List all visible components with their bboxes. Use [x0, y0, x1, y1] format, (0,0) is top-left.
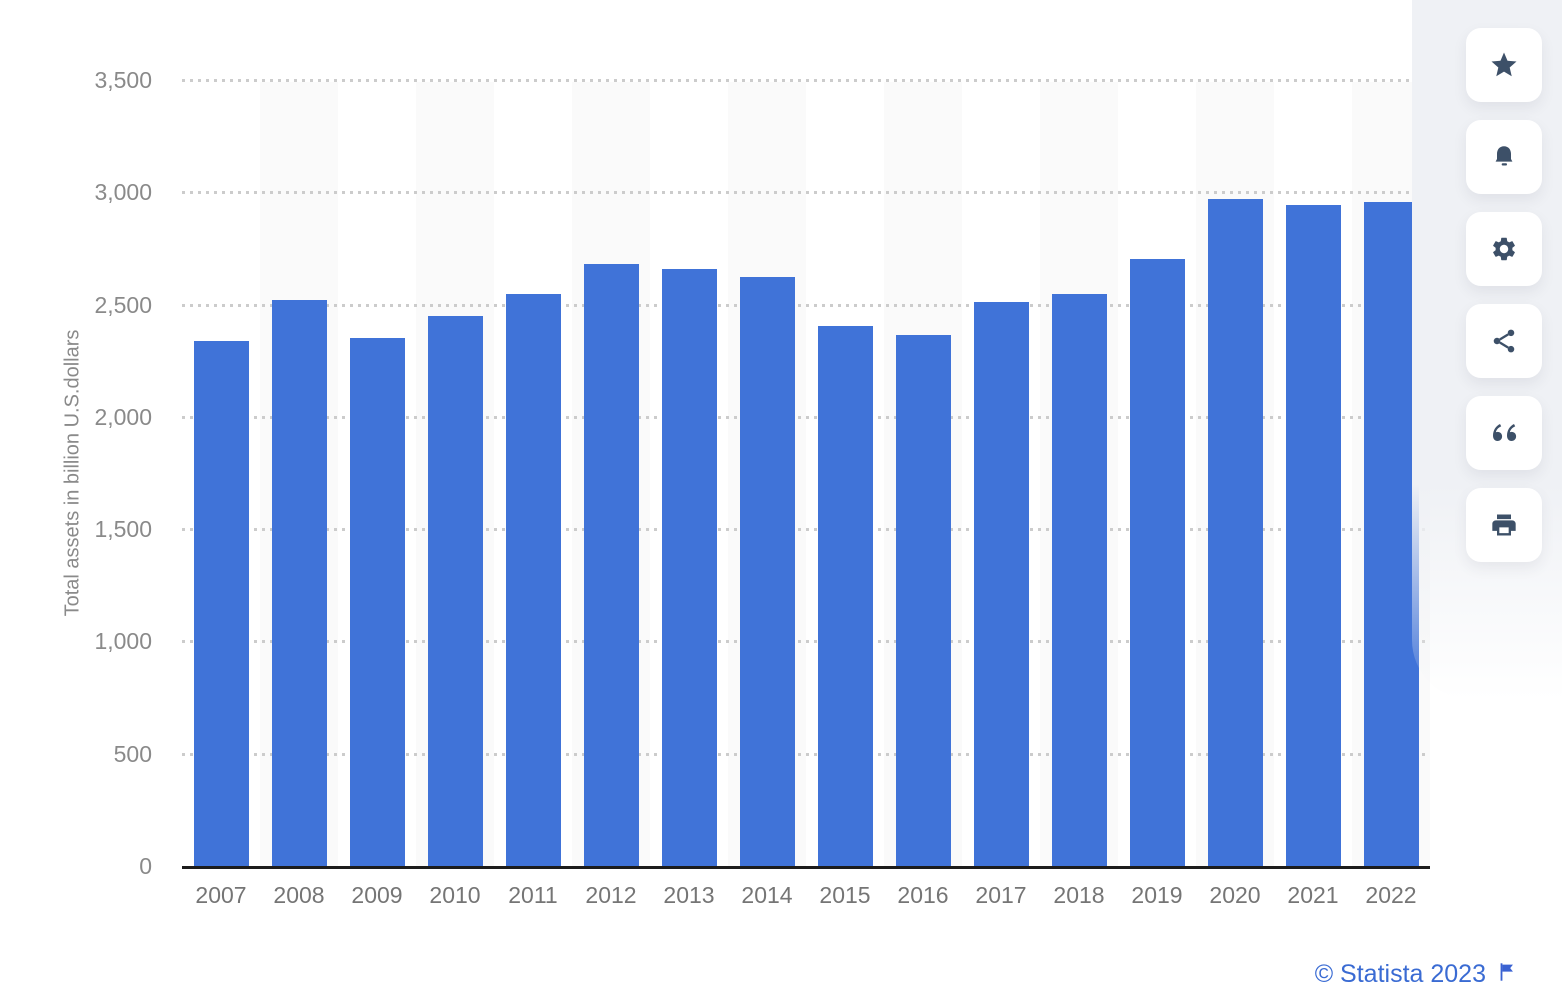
statista-copyright-link[interactable]: © Statista 2023	[1314, 960, 1486, 988]
bar-2012[interactable]	[583, 264, 639, 866]
plot-area	[182, 79, 1430, 869]
y-tick-1000: 1,000	[94, 628, 152, 655]
x-tick-2008: 2008	[273, 882, 325, 908]
x-tick-2012: 2012	[585, 882, 637, 908]
bar-2019[interactable]	[1129, 258, 1185, 866]
x-axis-tick-labels: 2007 2008 2009 2010 2011 2012 2013 2014 2015 2016…	[182, 882, 1430, 912]
bar-2015[interactable]	[817, 325, 873, 866]
y-tick-3000: 3,000	[94, 179, 152, 206]
cite-button[interactable]	[1466, 396, 1542, 470]
x-tick-2020: 2020	[1209, 882, 1261, 908]
bar-2009[interactable]	[349, 338, 405, 866]
flag-icon[interactable]	[1496, 961, 1518, 988]
x-tick-2010: 2010	[429, 882, 481, 908]
bar-2013[interactable]	[661, 268, 717, 866]
gridline-3500	[182, 79, 1430, 82]
x-tick-2016: 2016	[897, 882, 949, 908]
favorite-button[interactable]	[1466, 28, 1542, 102]
bar-2017[interactable]	[973, 302, 1029, 866]
settings-button[interactable]	[1466, 212, 1542, 286]
y-tick-0: 0	[139, 853, 152, 879]
y-tick-1500: 1,500	[94, 516, 152, 543]
share-icon	[1493, 329, 1515, 353]
x-tick-2021: 2021	[1287, 882, 1339, 908]
y-tick-500: 500	[113, 740, 152, 767]
print-icon	[1492, 514, 1516, 536]
x-tick-2014: 2014	[741, 882, 793, 908]
gridline-1000	[182, 640, 1430, 644]
x-tick-2007: 2007	[195, 882, 247, 908]
star-icon	[1491, 52, 1517, 77]
bar-2020[interactable]	[1207, 199, 1263, 866]
gridline-1500	[182, 528, 1430, 532]
bar-2018[interactable]	[1051, 294, 1107, 866]
y-tick-2000: 2,000	[94, 403, 152, 430]
gear-icon	[1493, 237, 1515, 261]
bell-icon	[1495, 146, 1513, 166]
gridline-2000	[182, 415, 1430, 419]
bar-2021[interactable]	[1285, 204, 1341, 866]
bar-2008[interactable]	[271, 300, 327, 866]
y-tick-2500: 2,500	[94, 291, 152, 318]
x-tick-2022: 2022	[1365, 882, 1417, 908]
x-tick-2019: 2019	[1131, 882, 1183, 908]
bar-2014[interactable]	[739, 276, 795, 866]
print-button[interactable]	[1466, 488, 1542, 562]
bar-2011[interactable]	[505, 294, 561, 866]
footer: © Statista 2023	[1315, 960, 1518, 989]
x-tick-2009: 2009	[351, 882, 403, 908]
x-tick-2011: 2011	[508, 882, 558, 908]
y-tick-3500: 3,500	[94, 67, 152, 93]
x-tick-2013: 2013	[663, 882, 715, 908]
x-tick-2018: 2018	[1053, 882, 1105, 908]
gridline-3000	[182, 191, 1430, 195]
bar-2010[interactable]	[427, 315, 483, 866]
alert-button[interactable]	[1466, 120, 1542, 194]
bar-2007[interactable]	[193, 340, 249, 866]
gridline-500	[182, 752, 1430, 756]
bar-2022[interactable]	[1363, 202, 1419, 866]
x-tick-2015: 2015	[819, 882, 871, 908]
gridline-2500	[182, 303, 1430, 307]
bar-2016[interactable]	[895, 334, 951, 866]
x-tick-2017: 2017	[975, 882, 1027, 908]
share-button[interactable]	[1466, 304, 1542, 378]
quote-icon	[1493, 424, 1517, 441]
y-axis-tick-labels: 0 500 1,000 1,500 2,000 2,500 3,000 3,500	[0, 67, 152, 879]
